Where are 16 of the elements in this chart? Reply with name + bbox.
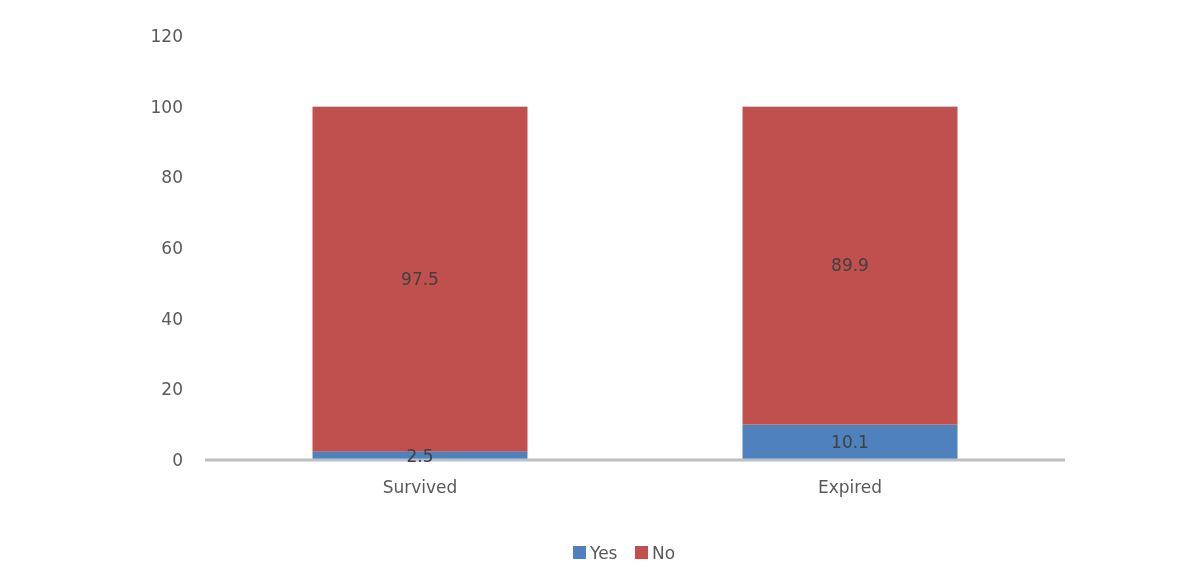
legend-label: No	[652, 542, 676, 563]
y-tick-label: 60	[161, 237, 183, 258]
x-tick-label: Expired	[817, 477, 883, 497]
y-tick-label: 100	[150, 96, 183, 117]
y-tick-label: 120	[150, 25, 183, 46]
bar	[742, 106, 958, 425]
y-tick-label: 40	[161, 308, 183, 329]
legend-label: Yes	[589, 542, 618, 563]
data-label: 89.9	[831, 255, 869, 276]
x-tick-label: Survived	[382, 477, 458, 497]
data-label: 10.1	[831, 432, 869, 453]
y-tick-label: 80	[161, 167, 183, 188]
y-tick-label: 20	[161, 379, 183, 400]
bar	[742, 424, 958, 460]
y-tick-label: 0	[172, 449, 183, 470]
data-label: 97.5	[401, 268, 439, 289]
